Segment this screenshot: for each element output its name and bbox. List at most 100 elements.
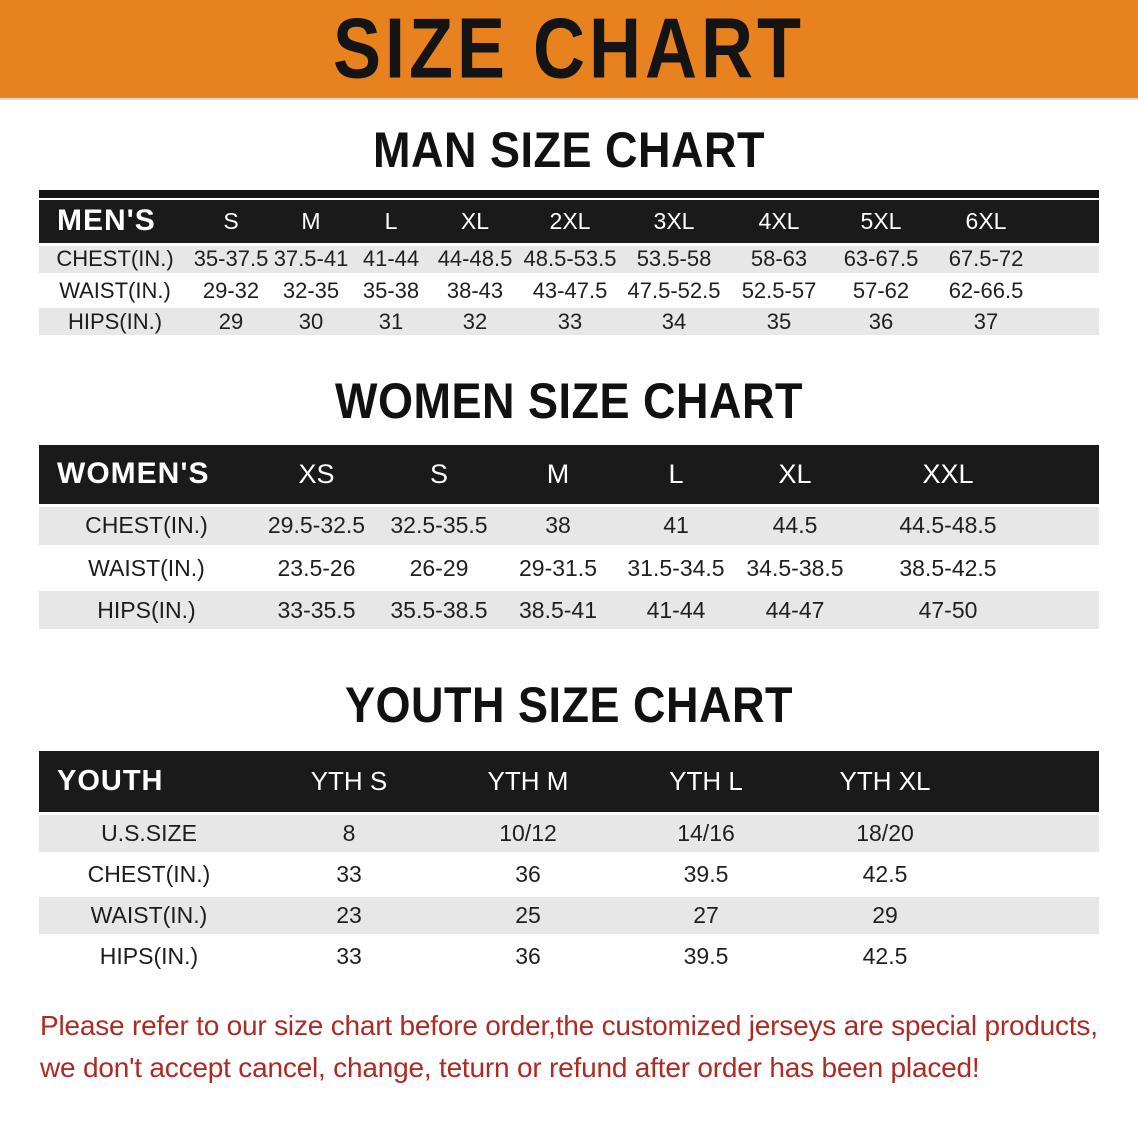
men-size-value: 44-48.5 bbox=[437, 246, 513, 272]
youth-measure-row: U.S.SIZE 8 10/12 14/16 18/20 bbox=[39, 813, 1099, 854]
men-size-value: 58-63 bbox=[750, 246, 808, 272]
women-column-header: M bbox=[499, 445, 617, 505]
youth-size-value bbox=[975, 813, 1099, 854]
women-measure-row: HIPS(IN.) 33-35.5 35.5-38.5 38.5-41 41-44 44-… bbox=[39, 589, 1099, 631]
women-size-value: 38.5-41 bbox=[518, 596, 597, 623]
men-size-value: 38-43 bbox=[446, 277, 504, 303]
men-row-label: HIPS(IN.) bbox=[67, 308, 163, 334]
youth-size-value: 42.5 bbox=[862, 943, 908, 969]
youth-column-header: YTH S bbox=[259, 751, 439, 813]
women-column-header: XS bbox=[254, 445, 379, 505]
men-column-header: 4XL bbox=[727, 200, 831, 244]
youth-column-header: YTH M bbox=[439, 751, 617, 813]
policy-note-line-1: Please refer to our size chart before or… bbox=[40, 1010, 1098, 1041]
youth-size-value: 27 bbox=[693, 902, 719, 928]
women-size-value: 38 bbox=[545, 512, 571, 539]
men-size-table: MEN'S S M L XL 2XL 3XL 4XL 5XL 6XL CHEST(IN.) 35-3… bbox=[39, 190, 1099, 339]
youth-measure-row: HIPS(IN.) 33 36 39.5 42.5 bbox=[39, 936, 1099, 977]
men-row-label: CHEST(IN.) bbox=[56, 246, 174, 272]
men-size-value: 34 bbox=[661, 308, 687, 334]
women-row-label: CHEST(IN.) bbox=[85, 512, 208, 539]
women-size-value: 44-47 bbox=[765, 596, 825, 623]
men-size-value: 67.5-72 bbox=[948, 246, 1024, 272]
men-size-value: 52.5-57 bbox=[741, 277, 817, 303]
men-size-value: 41-44 bbox=[362, 246, 420, 272]
women-row-label: WAIST(IN.) bbox=[88, 554, 205, 581]
youth-size-value bbox=[975, 854, 1099, 895]
men-size-value bbox=[1041, 275, 1099, 306]
men-size-value: 63-67.5 bbox=[843, 246, 919, 272]
women-size-value: 44.5 bbox=[772, 512, 818, 539]
men-size-value: 37 bbox=[973, 308, 999, 334]
men-size-value: 47.5-52.5 bbox=[627, 277, 721, 303]
men-size-value: 35-38 bbox=[362, 277, 420, 303]
youth-size-chart-heading: YOUTH SIZE CHART bbox=[344, 675, 793, 733]
men-size-value: 29 bbox=[218, 308, 244, 334]
women-size-table-grid: WOMEN'S XS S M L XL XXL CHEST(IN.) 29.5-32.5 32.… bbox=[39, 445, 1099, 633]
women-size-table: WOMEN'S XS S M L XL XXL CHEST(IN.) 29.5-32.5 32.… bbox=[39, 445, 1099, 633]
men-column-header: 3XL bbox=[621, 200, 727, 244]
women-size-value: 44.5-48.5 bbox=[899, 512, 997, 539]
women-size-value: 41-44 bbox=[646, 596, 706, 623]
women-size-value: 32.5-35.5 bbox=[390, 512, 488, 539]
youth-row-label: HIPS(IN.) bbox=[99, 943, 199, 969]
youth-size-value: 23 bbox=[336, 902, 362, 928]
youth-row-label: CHEST(IN.) bbox=[87, 861, 211, 887]
men-size-value: 43-47.5 bbox=[532, 277, 608, 303]
youth-size-table: YOUTH YTH S YTH M YTH L YTH XL U.S.SIZE 8 10/1… bbox=[39, 751, 1099, 979]
youth-size-value: 39.5 bbox=[683, 943, 729, 969]
policy-note-line-2: we don't accept cancel, change, teturn o… bbox=[40, 1052, 980, 1083]
men-column-header: XL bbox=[431, 200, 519, 244]
men-column-header bbox=[1041, 200, 1099, 244]
men-header-row: MEN'S S M L XL 2XL 3XL 4XL 5XL 6XL bbox=[39, 200, 1099, 244]
youth-column-header: YTH L bbox=[617, 751, 795, 813]
women-column-header: S bbox=[379, 445, 499, 505]
women-column-header: XL bbox=[735, 445, 855, 505]
women-measure-row: CHEST(IN.) 29.5-32.5 32.5-35.5 38 41 44.5 44.5… bbox=[39, 505, 1099, 547]
women-size-value: 34.5-38.5 bbox=[746, 554, 844, 581]
youth-size-value bbox=[975, 936, 1099, 977]
youth-size-value: 33 bbox=[336, 861, 362, 887]
men-column-header: M bbox=[271, 200, 351, 244]
men-size-value: 32 bbox=[462, 308, 488, 334]
men-size-value bbox=[1041, 244, 1099, 275]
men-row-label: WAIST(IN.) bbox=[59, 277, 171, 303]
size-chart-banner: SIZE CHART bbox=[0, 0, 1138, 100]
women-size-value: 23.5-26 bbox=[277, 554, 356, 581]
women-size-value: 29.5-32.5 bbox=[267, 512, 366, 539]
youth-size-value: 18/20 bbox=[856, 819, 914, 846]
men-measure-row: HIPS(IN.) 29 30 31 32 33 34 35 36 37 bbox=[39, 306, 1099, 337]
women-header-row: WOMEN'S XS S M L XL XXL bbox=[39, 445, 1099, 505]
youth-measure-row: CHEST(IN.) 33 36 39.5 42.5 bbox=[39, 854, 1099, 895]
women-size-value bbox=[1041, 547, 1099, 589]
women-column-header: L bbox=[617, 445, 735, 505]
youth-row-label: U.S.SIZE bbox=[101, 819, 197, 846]
women-column-header: XXL bbox=[855, 445, 1041, 505]
banner-title: SIZE CHART bbox=[333, 1, 805, 97]
youth-size-value: 14/16 bbox=[677, 819, 735, 846]
men-size-value: 35-37.5 bbox=[193, 246, 269, 272]
youth-size-value: 36 bbox=[515, 861, 541, 887]
women-size-value: 33-35.5 bbox=[277, 596, 356, 623]
men-size-value: 48.5-53.5 bbox=[523, 246, 617, 272]
youth-header-row: YOUTH YTH S YTH M YTH L YTH XL bbox=[39, 751, 1099, 813]
men-column-header: 6XL bbox=[931, 200, 1041, 244]
women-size-value: 31.5-34.5 bbox=[627, 554, 725, 581]
youth-size-value: 10/12 bbox=[499, 819, 557, 846]
women-size-value: 47-50 bbox=[918, 596, 978, 623]
women-size-value: 35.5-38.5 bbox=[390, 596, 488, 623]
youth-measure-row: WAIST(IN.) 23 25 27 29 bbox=[39, 895, 1099, 936]
women-size-value: 29-31.5 bbox=[518, 554, 597, 581]
youth-column-header: YTH XL bbox=[795, 751, 975, 813]
youth-column-header bbox=[975, 751, 1099, 813]
youth-size-value: 39.5 bbox=[683, 861, 729, 887]
men-group-label: MEN'S bbox=[39, 200, 191, 244]
men-size-value: 53.5-58 bbox=[636, 246, 712, 272]
women-size-value: 41 bbox=[663, 512, 689, 539]
youth-size-value: 8 bbox=[342, 819, 356, 846]
women-row-label: HIPS(IN.) bbox=[97, 596, 196, 623]
women-size-chart-heading: WOMEN SIZE CHART bbox=[335, 371, 803, 429]
men-size-value: 57-62 bbox=[852, 277, 910, 303]
women-group-label: WOMEN'S bbox=[39, 445, 254, 505]
women-column-header bbox=[1041, 445, 1099, 505]
